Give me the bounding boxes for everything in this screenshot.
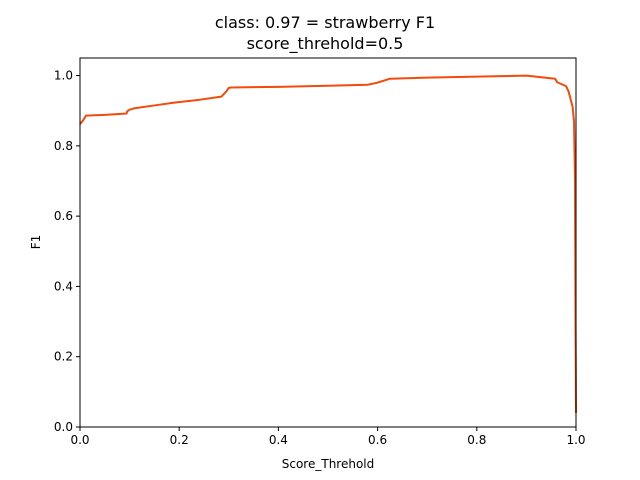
x-tick-label: 0.8 bbox=[467, 433, 486, 447]
x-tick-label: 0.4 bbox=[269, 433, 288, 447]
x-tick-label: 0.6 bbox=[368, 433, 387, 447]
y-tick-label: 1.0 bbox=[54, 69, 73, 83]
y-axis-label: F1 bbox=[29, 235, 43, 250]
y-tick-label: 0.0 bbox=[54, 420, 73, 434]
axes-frame bbox=[79, 57, 577, 428]
x-tick-label: 1.0 bbox=[566, 433, 585, 447]
x-tick-label: 0.0 bbox=[70, 433, 89, 447]
y-tick-label: 0.4 bbox=[54, 279, 73, 293]
y-tick-label: 0.8 bbox=[54, 139, 73, 153]
y-tick-label: 0.2 bbox=[54, 350, 73, 364]
series-line-0 bbox=[79, 74, 577, 413]
y-tick-label: 0.6 bbox=[54, 209, 73, 223]
plot-area bbox=[79, 74, 577, 413]
chart-title-line2: score_threhold=0.5 bbox=[247, 34, 404, 54]
x-axis-label: Score_Threhold bbox=[282, 457, 375, 471]
axis-ticks: 0.0 0.2 0.4 0.6 0.8 1.0 0.0 0.2 0.4 0.6 0.8 1.0 bbox=[54, 69, 586, 447]
chart-title-line1: class: 0.97 = strawberry F1 bbox=[215, 13, 435, 32]
x-tick-label: 0.2 bbox=[170, 433, 189, 447]
